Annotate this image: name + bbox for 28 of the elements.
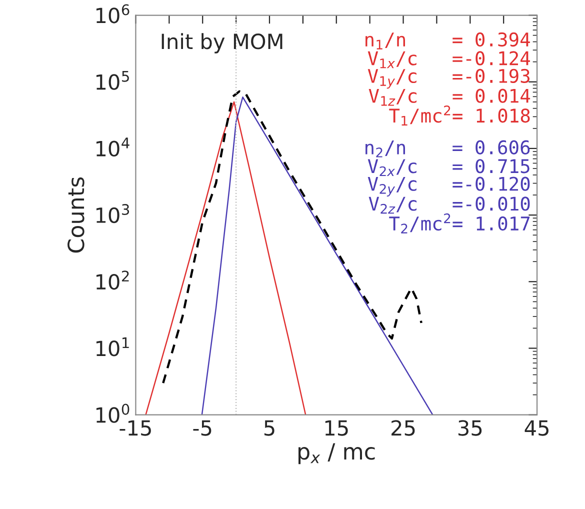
annotation: V$_{1y}$/c =-0.193 [368,68,530,89]
y-tick-label: 10$^{1}$ [96,337,129,356]
annotation: V$_{2x}$/c = 0.715 [368,159,530,176]
line-series [145,101,306,415]
annotation: V$_{1x}$/c =-0.124 [368,51,530,68]
x-tick-label: -15 [120,420,151,436]
x-axis-title: p$_{x}$ / mc [298,443,375,464]
annotation: T$_{2}$/mc$^{2}$= 1.017 [389,213,530,234]
y-tick-label: 10$^{5}$ [96,71,129,90]
y-tick-label: 10$^{0}$ [96,404,130,423]
annotation: n$_{1}$/n = 0.394 [366,32,530,50]
y-tick-label: 10$^{6}$ [96,4,130,24]
annotation: V$_{2y}$/c =-0.120 [368,176,530,196]
annotation: Init by MOM [162,33,282,54]
x-tick-label: 15 [325,420,348,436]
y-tick-label: 10$^{2}$ [96,270,129,290]
y-tick-label: 10$^{3}$ [96,204,130,224]
x-tick-label: -5 [193,420,212,436]
annotation: n$_{2}$/n = 0.606 [366,140,530,158]
annotation: V$_{1z}$/c = 0.014 [368,88,530,106]
annotation: V$_{2z}$/c =-0.010 [368,196,530,214]
annotation: T$_{1}$/mc$^{2}$= 1.018 [389,106,530,126]
y-axis-title: Counts [68,177,84,253]
x-tick-label: 35 [458,420,482,436]
x-tick-label: 5 [264,420,274,436]
x-tick-label: 25 [392,420,415,436]
y-tick-label: 10$^{4}$ [96,138,130,157]
x-tick-label: 45 [524,420,548,436]
